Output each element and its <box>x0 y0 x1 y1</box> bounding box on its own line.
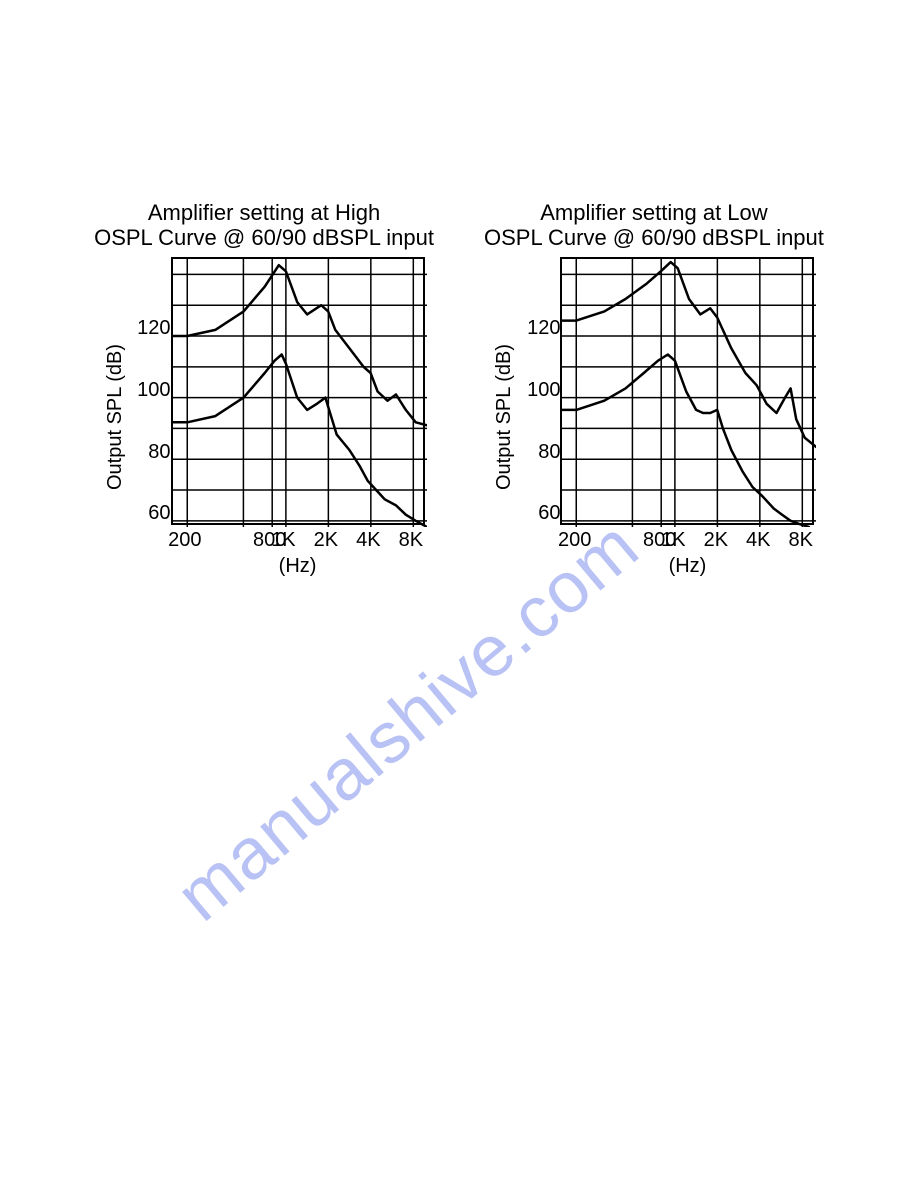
y-tick-label: 60 <box>538 502 560 525</box>
chart-svg <box>173 259 427 527</box>
y-tick-labels: 120 100 80 60 <box>520 283 560 551</box>
x-tick-label: 8K <box>399 529 423 552</box>
x-tick-label: 200 <box>558 529 591 552</box>
chart-svg <box>562 259 816 527</box>
chart-title-high: Amplifier setting at High OSPL Curve @ 6… <box>94 200 434 251</box>
x-tick-labels: 2008001K2K4K8K <box>171 529 425 553</box>
plot-area <box>560 257 814 525</box>
series-90dB_input <box>562 262 816 447</box>
y-tick-labels: 120 100 80 60 <box>131 283 171 551</box>
x-tick-label: 2K <box>704 529 728 552</box>
x-tick-label: 4K <box>356 529 380 552</box>
page: Amplifier setting at High OSPL Curve @ 6… <box>0 0 918 1188</box>
title-line: Amplifier setting at Low <box>540 200 767 225</box>
chart-body: Output SPL (dB) 1201008060 2008001K2K4K8… <box>104 257 425 578</box>
x-axis-label: (Hz) <box>560 555 814 578</box>
x-tick-label: 4K <box>746 529 770 552</box>
plot-area <box>171 257 425 525</box>
title-line: OSPL Curve @ 60/90 dBSPL input <box>94 225 434 250</box>
y-axis-label: Output SPL (dB) <box>104 344 127 490</box>
y-tick-label: 120 <box>527 317 560 340</box>
y-tick-label: 120 <box>137 317 170 340</box>
y-tick-label: 80 <box>538 441 560 464</box>
y-tick-label: 60 <box>148 502 170 525</box>
chart-title-low: Amplifier setting at Low OSPL Curve @ 60… <box>484 200 824 251</box>
x-tick-labels: 2008001K2K4K8K <box>560 529 814 553</box>
chart-low: Amplifier setting at Low OSPL Curve @ 60… <box>484 200 824 578</box>
y-tick-label: 80 <box>148 441 170 464</box>
chart-body: Output SPL (dB) 1201008060 2008001K2K4K8… <box>493 257 814 578</box>
x-tick-label: 2K <box>314 529 338 552</box>
chart-high: Amplifier setting at High OSPL Curve @ 6… <box>94 200 434 578</box>
y-axis-label: Output SPL (dB) <box>493 344 516 490</box>
x-tick-label: 1K <box>661 529 685 552</box>
x-tick-label: 200 <box>168 529 201 552</box>
x-tick-label: 1K <box>271 529 295 552</box>
charts-row: Amplifier setting at High OSPL Curve @ 6… <box>0 200 918 578</box>
title-line: Amplifier setting at High <box>148 200 380 225</box>
x-tick-label: 8K <box>789 529 813 552</box>
y-tick-label: 100 <box>527 379 560 402</box>
series-60dB_input <box>562 354 809 527</box>
x-axis-label: (Hz) <box>171 555 425 578</box>
series-60dB_input <box>173 354 427 527</box>
y-tick-label: 100 <box>137 379 170 402</box>
title-line: OSPL Curve @ 60/90 dBSPL input <box>484 225 824 250</box>
